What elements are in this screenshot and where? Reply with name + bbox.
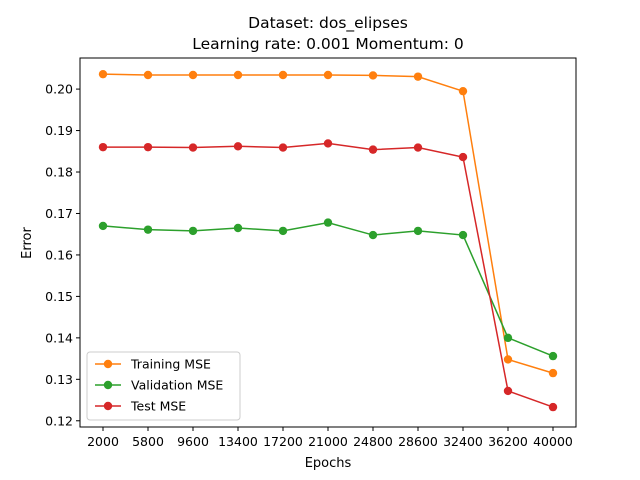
y-tick-label: 0.16 [45, 247, 73, 262]
data-point [98, 221, 108, 231]
data-point [323, 139, 333, 148]
x-tick-label: 32400 [443, 434, 483, 449]
data-point [368, 71, 378, 80]
series-training-mse [98, 69, 558, 378]
x-tick-label: 9600 [177, 434, 209, 449]
data-point [143, 225, 153, 234]
data-point [413, 143, 423, 152]
data-point [188, 70, 198, 80]
data-point [548, 351, 558, 361]
x-tick-label: 24800 [353, 434, 393, 449]
legend-swatch-marker [103, 401, 113, 411]
x-tick-label: 13400 [218, 434, 258, 449]
y-axis-label: Error [20, 227, 35, 259]
data-point [143, 70, 153, 80]
data-point [368, 230, 378, 240]
data-point [503, 333, 513, 343]
legend-box [86, 351, 241, 421]
data-point [188, 226, 198, 236]
y-tick-label: 0.15 [45, 289, 73, 304]
data-point [278, 143, 288, 152]
legend-entry-label: Training MSE [130, 357, 211, 372]
legend: Training MSE Validation MSE Test MSE [86, 351, 241, 421]
x-tick-label: 17200 [263, 434, 303, 449]
chart-title: Dataset: dos_elipses [248, 14, 408, 33]
x-axis: 2000 5800 9600 13400 17200 21000 24800 28600 324… [87, 427, 573, 449]
legend-entry-label: Validation MSE [131, 378, 223, 393]
data-point [143, 142, 153, 152]
data-point [323, 70, 333, 80]
data-point [233, 142, 243, 151]
data-point [548, 368, 558, 378]
data-point [548, 402, 558, 412]
data-point [413, 72, 423, 81]
x-tick-label: 2000 [87, 434, 119, 449]
data-point [458, 86, 468, 96]
series-test-mse [98, 139, 558, 412]
y-tick-label: 0.14 [45, 330, 73, 345]
data-point [458, 152, 468, 162]
data-point [323, 218, 333, 227]
data-point [233, 223, 243, 233]
y-tick-label: 0.20 [45, 82, 73, 97]
data-point [413, 226, 423, 236]
y-tick-label: 0.12 [45, 413, 73, 428]
data-point [458, 230, 468, 240]
x-tick-label: 40000 [533, 434, 573, 449]
data-point [278, 226, 288, 236]
data-point [188, 143, 198, 152]
x-tick-label: 28600 [398, 434, 438, 449]
y-tick-label: 0.13 [45, 372, 73, 387]
data-point [503, 386, 513, 396]
series-validation-mse [98, 218, 558, 361]
x-axis-label: Epochs [305, 456, 352, 471]
x-tick-label: 36200 [488, 434, 528, 449]
y-tick-label: 0.17 [45, 206, 73, 221]
y-tick-label: 0.19 [45, 123, 73, 138]
legend-swatch-marker [103, 380, 113, 390]
data-point [503, 355, 513, 364]
y-tick-label: 0.18 [45, 165, 73, 180]
legend-swatch-marker [103, 359, 113, 369]
x-tick-label: 5800 [132, 434, 164, 449]
x-tick-label: 21000 [308, 434, 348, 449]
data-point [98, 69, 108, 79]
series-line [102, 221, 554, 357]
legend-entry-label: Test MSE [130, 399, 186, 414]
chart-subtitle: Learning rate: 0.001 Momentum: 0 [192, 35, 463, 53]
y-axis: 0.12 0.13 0.14 0.15 0.16 0.17 0.18 0.19 0.20 [45, 82, 80, 428]
data-point [98, 142, 108, 152]
data-point [278, 70, 288, 80]
plot-area [98, 69, 558, 412]
data-point [233, 70, 243, 80]
data-point [368, 145, 378, 154]
